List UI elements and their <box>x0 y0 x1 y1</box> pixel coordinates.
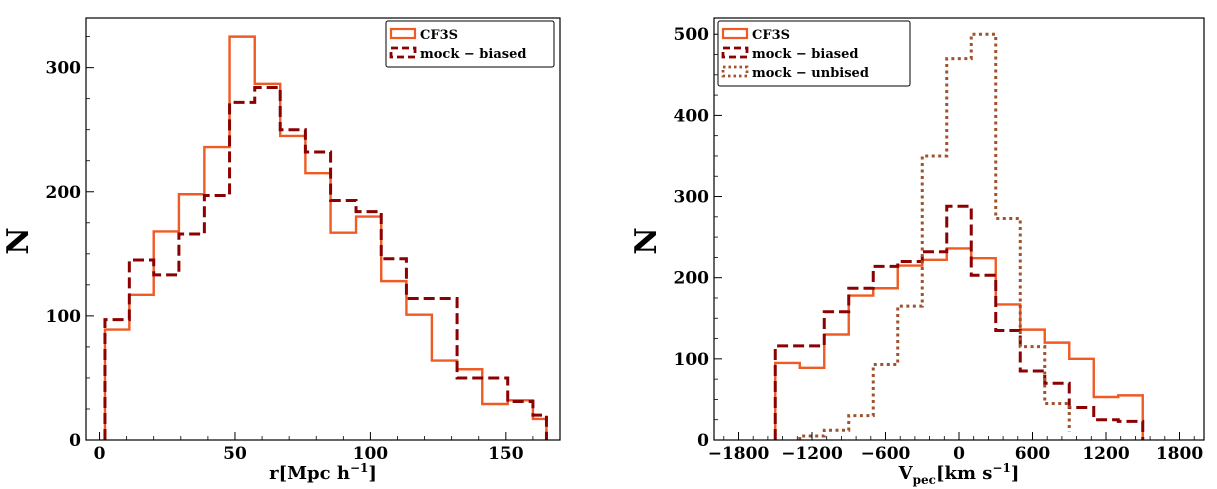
y-tick-label: 0 <box>69 431 81 451</box>
x-axis-label: r[Mpc h−1] <box>269 461 377 484</box>
y-tick-label: 200 <box>46 183 82 203</box>
y-tick-label: 400 <box>674 106 710 126</box>
legend-label-cf3s: CF3S <box>420 28 458 43</box>
x-tick-label: 150 <box>488 444 524 464</box>
left-histogram-panel: 0 100 200 300 0 50 100 150 Nr[Mpc h−1] CF3S mock −… <box>1 17 561 484</box>
legend-label-cf3s: CF3S <box>752 28 790 43</box>
legend-swatch-cf3s <box>721 27 749 40</box>
y-tick-label: 300 <box>46 59 82 79</box>
x-tick-label: −1800 <box>708 444 770 464</box>
x-tick-label: 0 <box>953 444 965 464</box>
x-tick-label: 1800 <box>1156 444 1203 464</box>
legend-swatch-cf3s <box>389 27 417 40</box>
series-cf3s-histogram <box>103 35 548 440</box>
x-tick-label: −600 <box>861 444 911 464</box>
y-tick-label: 500 <box>674 25 710 45</box>
series-mock-biased-histogram <box>103 86 548 440</box>
y-tick-label: 200 <box>674 269 710 289</box>
x-tick-label: 600 <box>1015 444 1051 464</box>
legend-swatch-mock-biased <box>389 46 417 59</box>
x-tick-label: 100 <box>353 444 389 464</box>
x-tick-label: 50 <box>223 444 247 464</box>
series-cf3s-histogram <box>774 247 1144 440</box>
legend-label-mock-biased: mock − biased <box>420 47 526 62</box>
legend-swatch-mock-biased <box>721 46 749 59</box>
legend-label-mock-unbiased: mock − unbised <box>752 66 869 81</box>
y-tick-label: 300 <box>674 188 710 208</box>
axes-frame <box>85 17 561 441</box>
series-mock-biased-histogram <box>773 204 1145 440</box>
x-axis-label: Vpec[km s−1] <box>898 461 1020 487</box>
x-tick-label: 1200 <box>1082 444 1129 464</box>
x-tick-label: −1200 <box>781 444 843 464</box>
y-tick-label: 100 <box>674 350 710 370</box>
series-mock-unbiased-histogram <box>798 32 1071 440</box>
right-histogram-panel: 0 100 200 300 400 500 −1800 −1200 −600 0 600 1200 18… <box>629 17 1205 487</box>
y-axis-label: N <box>629 227 664 254</box>
legend-box <box>385 20 555 68</box>
legend-swatch-mock-unbiased <box>721 65 749 78</box>
y-tick-label: 0 <box>697 431 709 451</box>
legend-box <box>717 20 911 87</box>
legend-label-mock-biased: mock − biased <box>752 47 858 62</box>
y-tick-label: 100 <box>46 307 82 327</box>
x-tick-label: 0 <box>94 444 106 464</box>
y-axis-label: N <box>1 227 36 254</box>
